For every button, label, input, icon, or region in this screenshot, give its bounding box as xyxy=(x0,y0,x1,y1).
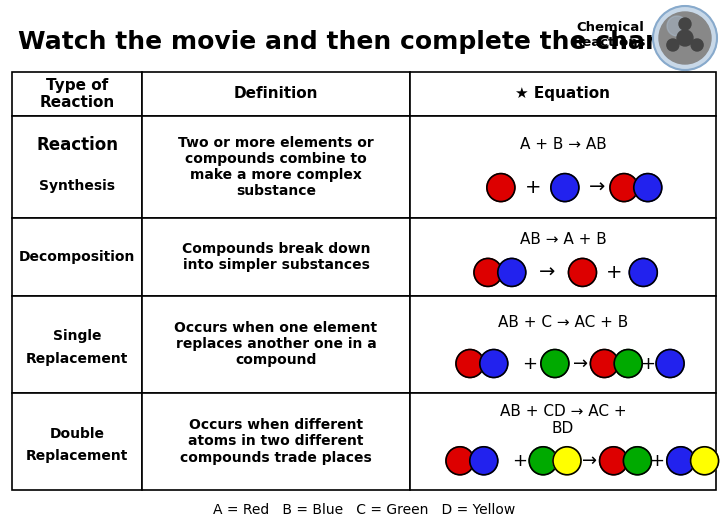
Text: ★ Equation: ★ Equation xyxy=(515,86,610,102)
Circle shape xyxy=(677,30,693,46)
Text: AB + CD → AC +
BD: AB + CD → AC + BD xyxy=(499,404,626,436)
Text: Synthesis: Synthesis xyxy=(39,178,115,193)
Bar xyxy=(142,116,410,218)
Circle shape xyxy=(634,174,662,202)
Circle shape xyxy=(629,259,657,286)
Text: Chemical
Reactions: Chemical Reactions xyxy=(573,21,646,49)
Text: Occurs when one element
replaces another one in a
compound: Occurs when one element replaces another… xyxy=(175,321,378,367)
Bar xyxy=(142,296,410,393)
Text: Type of
Reaction: Type of Reaction xyxy=(39,78,115,110)
Text: Watch the movie and then complete the chart.: Watch the movie and then complete the ch… xyxy=(18,30,678,54)
Circle shape xyxy=(474,259,502,286)
Text: Double: Double xyxy=(50,426,105,441)
Text: →: → xyxy=(539,263,555,282)
Text: +: + xyxy=(512,452,527,470)
Text: Compounds break down
into simpler substances: Compounds break down into simpler substa… xyxy=(182,242,371,272)
Circle shape xyxy=(553,447,581,475)
Text: AB → A + B: AB → A + B xyxy=(520,232,606,248)
Bar xyxy=(142,218,410,296)
Circle shape xyxy=(653,6,717,70)
Text: +: + xyxy=(525,178,541,197)
Bar xyxy=(12,296,142,393)
Circle shape xyxy=(470,447,498,475)
Circle shape xyxy=(446,447,474,475)
Circle shape xyxy=(569,259,596,286)
Circle shape xyxy=(480,350,508,378)
Bar xyxy=(410,296,716,393)
Bar xyxy=(142,393,410,490)
Circle shape xyxy=(541,350,569,378)
Text: →: → xyxy=(589,178,605,197)
Text: +: + xyxy=(606,263,622,282)
Circle shape xyxy=(529,447,557,475)
Text: A = Red   B = Blue   C = Green   D = Yellow: A = Red B = Blue C = Green D = Yellow xyxy=(213,503,515,517)
Circle shape xyxy=(691,39,703,51)
Circle shape xyxy=(610,174,638,202)
Bar xyxy=(410,116,716,218)
Circle shape xyxy=(590,350,618,378)
Text: Definition: Definition xyxy=(234,86,318,102)
Text: +: + xyxy=(522,354,537,372)
Circle shape xyxy=(667,447,695,475)
Text: A + B → AB: A + B → AB xyxy=(520,137,606,152)
Text: →: → xyxy=(573,354,588,372)
Bar xyxy=(410,72,716,116)
Circle shape xyxy=(498,259,526,286)
Text: Occurs when different
atoms in two different
compounds trade places: Occurs when different atoms in two diffe… xyxy=(180,418,372,464)
Text: Replacement: Replacement xyxy=(26,352,128,366)
Bar xyxy=(410,218,716,296)
Circle shape xyxy=(656,350,684,378)
Circle shape xyxy=(667,16,687,36)
Text: Decomposition: Decomposition xyxy=(19,250,135,264)
Text: AB + C → AC + B: AB + C → AC + B xyxy=(498,315,628,330)
Circle shape xyxy=(659,12,711,64)
Circle shape xyxy=(487,174,515,202)
Circle shape xyxy=(691,447,719,475)
Text: Reaction: Reaction xyxy=(36,135,118,153)
Bar xyxy=(12,116,142,218)
Circle shape xyxy=(679,18,691,30)
Bar xyxy=(12,393,142,490)
Text: +: + xyxy=(640,354,655,372)
Bar xyxy=(12,72,142,116)
Circle shape xyxy=(667,39,679,51)
Text: →: → xyxy=(582,452,597,470)
Text: Two or more elements or
compounds combine to
make a more complex
substance: Two or more elements or compounds combin… xyxy=(178,136,374,198)
Text: Replacement: Replacement xyxy=(26,449,128,463)
Bar xyxy=(142,72,410,116)
Circle shape xyxy=(456,350,484,378)
Circle shape xyxy=(623,447,652,475)
Circle shape xyxy=(614,350,642,378)
Bar xyxy=(12,218,142,296)
Bar xyxy=(410,393,716,490)
Text: Single: Single xyxy=(53,330,101,343)
Circle shape xyxy=(600,447,628,475)
Circle shape xyxy=(551,174,579,202)
Text: +: + xyxy=(649,452,665,470)
